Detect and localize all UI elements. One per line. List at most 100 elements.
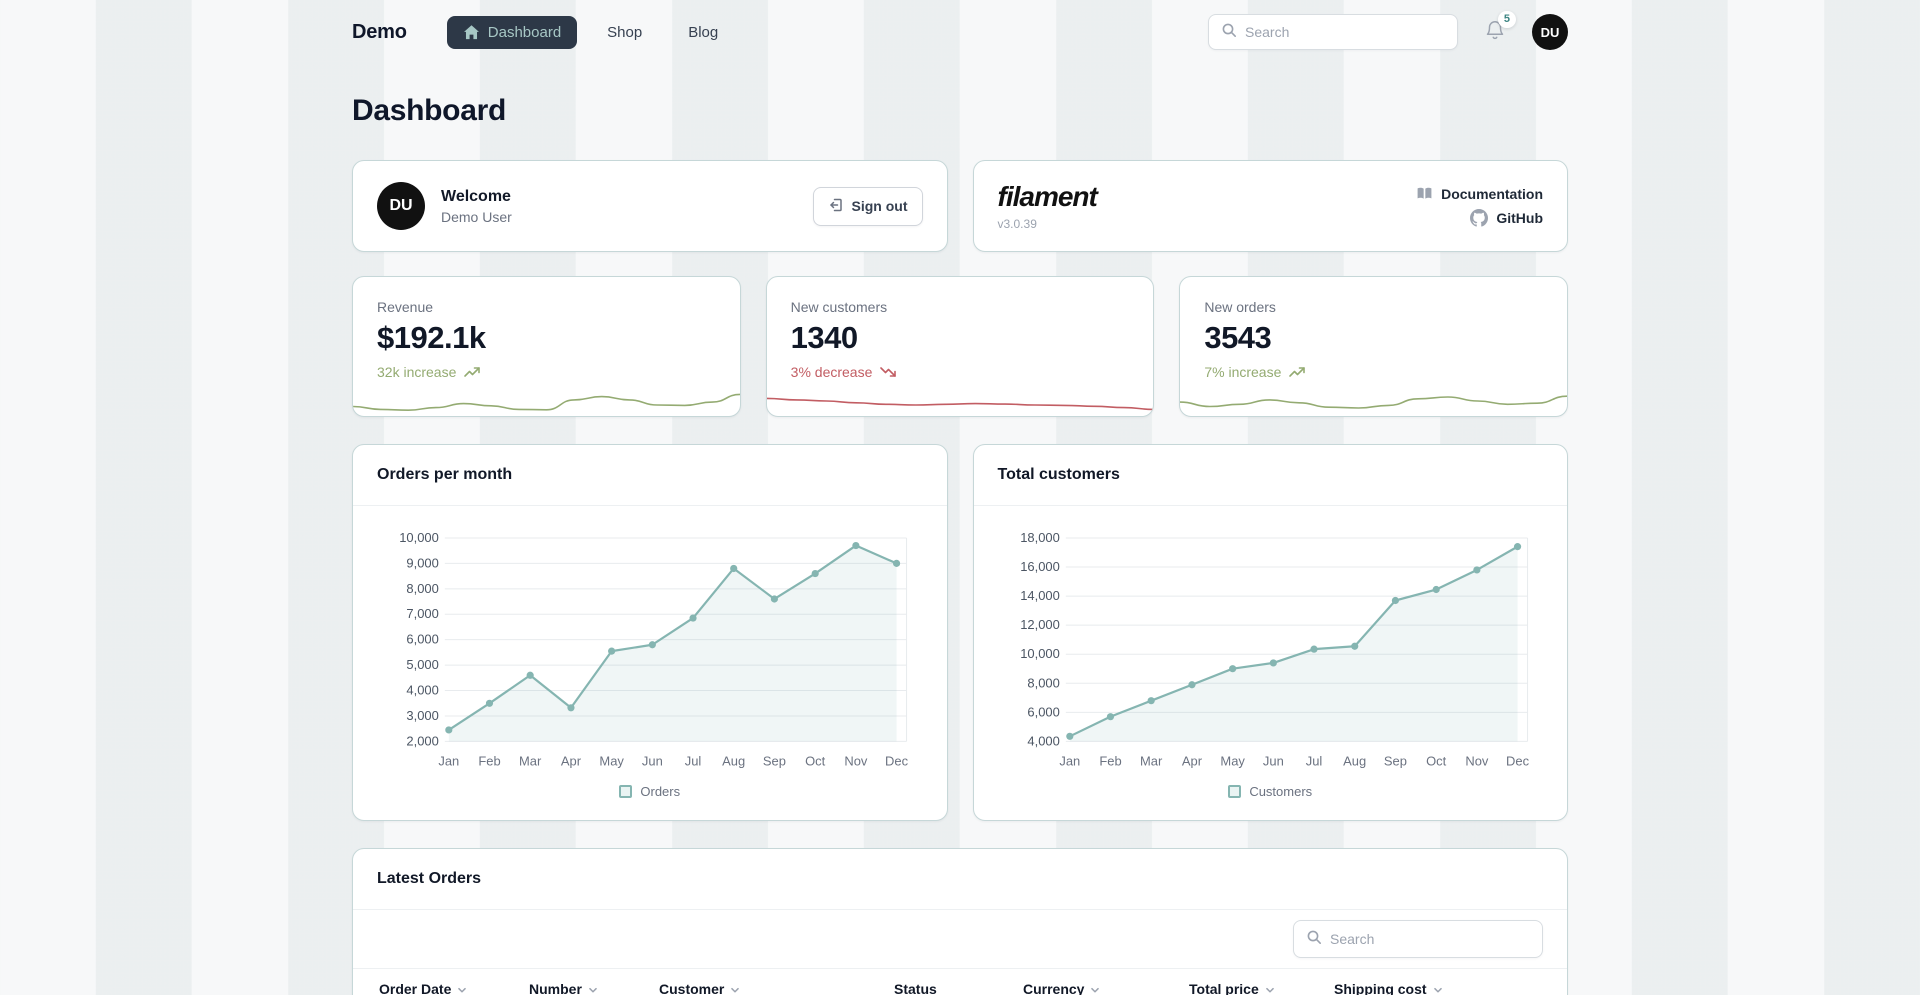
nav-item-blog[interactable]: Blog (672, 16, 734, 49)
welcome-username: Demo User (441, 208, 512, 225)
svg-text:2,000: 2,000 (406, 733, 438, 748)
svg-text:6,000: 6,000 (1027, 704, 1059, 719)
link-label: GitHub (1496, 210, 1543, 226)
svg-text:Jun: Jun (642, 753, 663, 768)
topbar: Demo Dashboard Shop Blog 5 (0, 0, 1920, 64)
orders-table-header: Order Date Number Customer Status Currency To… (353, 969, 1567, 995)
sign-out-label: Sign out (851, 198, 908, 214)
book-open-icon (1416, 185, 1433, 202)
stat-delta-text: 32k increase (377, 364, 457, 380)
svg-text:Jan: Jan (1059, 753, 1080, 768)
stat-sparkline (766, 397, 1154, 411)
nav-item-label: Dashboard (487, 23, 562, 41)
sign-out-button[interactable]: Sign out (812, 186, 923, 226)
column-header-customer[interactable]: Customer (659, 981, 894, 995)
svg-text:6,000: 6,000 (406, 632, 438, 647)
column-header-currency[interactable]: Currency (1023, 981, 1189, 995)
svg-text:12,000: 12,000 (1020, 617, 1060, 632)
link-label: Documentation (1441, 185, 1543, 202)
svg-text:14,000: 14,000 (1020, 588, 1060, 603)
user-avatar[interactable]: DU (1532, 14, 1568, 50)
svg-text:Mar: Mar (1140, 753, 1163, 768)
chart-card-total-customers: Total customers 4,000 6,000 8,000 10,000 12,0… (972, 444, 1568, 821)
svg-text:Aug: Aug (722, 753, 745, 768)
svg-text:May: May (599, 753, 624, 768)
filament-version: v3.0.39 (997, 217, 1037, 231)
github-link[interactable]: GitHub (1470, 209, 1543, 227)
stat-label: New customers (790, 299, 888, 315)
trend-up-icon (1288, 363, 1306, 381)
documentation-link[interactable]: Documentation (1416, 185, 1543, 202)
welcome-title: Welcome (441, 187, 511, 205)
svg-text:16,000: 16,000 (1020, 559, 1060, 574)
notifications-button[interactable]: 5 (1484, 10, 1516, 46)
column-label: Order Date (379, 981, 452, 995)
user-avatar-large: DU (377, 182, 425, 230)
column-label: Currency (1023, 981, 1085, 995)
stat-sparkline (1180, 395, 1567, 409)
column-label: Status (894, 981, 937, 995)
dashboard-page: Dashboard DU Welcome Demo User Sign out (352, 94, 1568, 995)
latest-orders-panel: Latest Orders Order Date Number Customer St… (352, 848, 1568, 995)
column-header-shipping-cost[interactable]: Shipping cost (1334, 981, 1514, 995)
legend-swatch-icon (619, 785, 633, 799)
svg-text:Feb: Feb (478, 753, 500, 768)
search-icon (1221, 22, 1237, 43)
svg-text:Jul: Jul (685, 753, 702, 768)
svg-text:Apr: Apr (1181, 753, 1202, 768)
orders-search-input[interactable] (1330, 931, 1530, 947)
column-label: Shipping cost (1334, 981, 1427, 995)
svg-text:Dec: Dec (885, 753, 909, 768)
nav-item-shop[interactable]: Shop (591, 16, 658, 49)
chart-legend[interactable]: Customers (998, 784, 1544, 799)
svg-text:8,000: 8,000 (406, 581, 438, 596)
svg-text:Oct: Oct (1426, 753, 1447, 768)
search-icon (1306, 929, 1322, 950)
global-search-input[interactable] (1245, 24, 1445, 40)
stat-value: 3543 (1204, 320, 1272, 355)
legend-label: Customers (1249, 784, 1313, 800)
orders-table-search[interactable] (1293, 920, 1543, 958)
brand-logo[interactable]: Demo (352, 20, 407, 43)
svg-text:10,000: 10,000 (399, 530, 439, 545)
chart-card-orders-per-month: Orders per month 2,000 3,000 4,000 5,000 6,00… (352, 444, 948, 821)
svg-text:10,000: 10,000 (1020, 646, 1060, 661)
orders-line-chart: 2,000 3,000 4,000 5,000 6,000 7,000 8,000 9,000… (399, 530, 909, 768)
legend-swatch-icon (1228, 785, 1242, 799)
column-header-number[interactable]: Number (529, 981, 659, 995)
trend-down-icon (879, 363, 897, 381)
svg-text:4,000: 4,000 (406, 683, 438, 698)
svg-text:Aug: Aug (1343, 753, 1366, 768)
svg-text:Feb: Feb (1099, 753, 1121, 768)
latest-orders-title: Latest Orders (377, 870, 482, 887)
svg-text:Sep: Sep (763, 753, 786, 768)
global-search[interactable] (1208, 14, 1458, 50)
stat-delta-text: 7% increase (1204, 364, 1282, 380)
column-label: Number (529, 981, 582, 995)
stat-card-new-orders: New orders 3543 7% increase (1179, 276, 1568, 417)
column-label: Customer (659, 981, 725, 995)
svg-text:Jul: Jul (1305, 753, 1322, 768)
nav-item-label: Blog (688, 23, 719, 41)
column-header-total-price[interactable]: Total price (1189, 981, 1334, 995)
chart-legend[interactable]: Orders (377, 784, 923, 799)
svg-text:4,000: 4,000 (1027, 733, 1059, 748)
page-title: Dashboard (352, 94, 506, 127)
column-header-order-date[interactable]: Order Date (379, 981, 529, 995)
column-header-status: Status (894, 981, 1023, 995)
svg-text:8,000: 8,000 (1027, 675, 1059, 690)
svg-text:May: May (1220, 753, 1245, 768)
stat-card-revenue: Revenue $192.1k 32k increase (352, 276, 741, 417)
svg-text:Oct: Oct (805, 753, 826, 768)
chart-title: Orders per month (377, 466, 513, 483)
nav-item-dashboard[interactable]: Dashboard (446, 15, 578, 49)
trend-up-icon (463, 363, 481, 381)
svg-text:Nov: Nov (844, 753, 868, 768)
stat-value: 1340 (790, 320, 858, 355)
column-label: Total price (1189, 981, 1259, 995)
stat-delta-text: 3% decrease (790, 364, 873, 380)
chevron-down-icon (1263, 983, 1277, 995)
logout-icon (828, 197, 844, 216)
filament-info-card: filament v3.0.39 Documentation GitHub (972, 160, 1568, 252)
chart-title: Total customers (997, 466, 1120, 483)
